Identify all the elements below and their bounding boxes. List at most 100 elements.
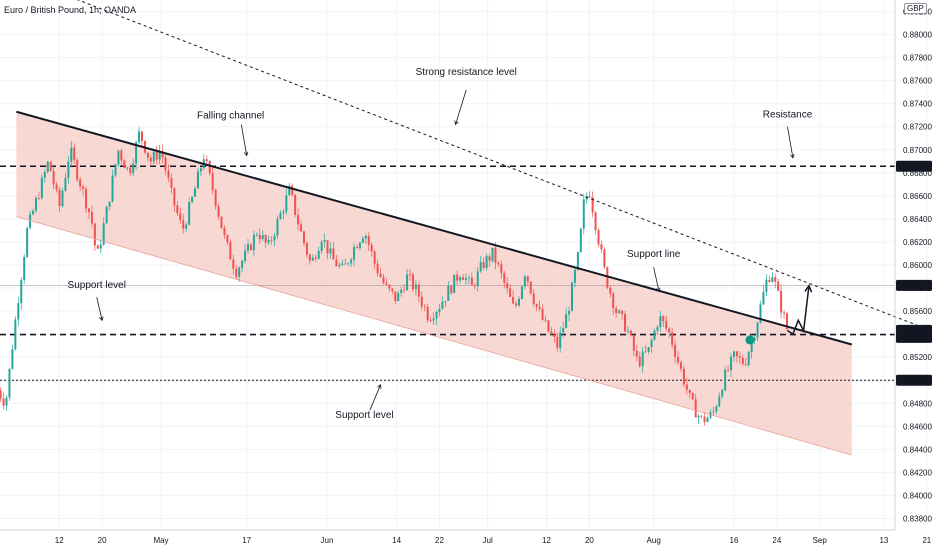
candle-body xyxy=(777,281,780,291)
candle-body xyxy=(123,160,126,169)
candles xyxy=(0,127,789,426)
trend-lines xyxy=(16,0,932,456)
candle-body xyxy=(167,170,170,179)
candle-body xyxy=(20,280,23,304)
annotation-arrowhead xyxy=(377,384,382,389)
candle-body xyxy=(252,234,255,250)
candle-body xyxy=(780,290,783,313)
candle-body xyxy=(367,235,370,245)
annotation-arrow xyxy=(653,267,660,292)
annotation-arrowhead xyxy=(243,151,249,157)
candle-body xyxy=(432,318,435,321)
candle-body xyxy=(105,206,108,224)
candle-body xyxy=(64,177,67,191)
candle-body xyxy=(214,189,217,207)
candle-body xyxy=(194,188,197,197)
candle-body xyxy=(600,244,603,250)
projection-arrowhead xyxy=(804,284,813,293)
candle-body xyxy=(2,398,5,406)
currency-badge[interactable]: GBP xyxy=(904,3,927,14)
candle-body xyxy=(93,223,96,246)
candle-body xyxy=(520,286,523,299)
candle-body xyxy=(576,252,579,270)
candle-body xyxy=(391,288,394,292)
candle-body xyxy=(632,335,635,351)
candle-body xyxy=(191,196,194,203)
candle-body xyxy=(55,184,58,190)
candle-body xyxy=(297,214,300,225)
projection-path xyxy=(787,285,810,336)
y-tick-label: 0.84200 xyxy=(903,468,932,477)
candle-body xyxy=(732,351,735,357)
price-label-text: 0.86857 xyxy=(899,162,928,171)
x-tick-label: 20 xyxy=(98,536,107,545)
candle-body xyxy=(653,330,656,340)
alert-marker xyxy=(745,335,755,345)
candle-body xyxy=(774,277,777,282)
y-tick-label: 0.87400 xyxy=(903,100,932,109)
candle-body xyxy=(164,157,167,171)
annotation-arrow xyxy=(240,124,248,156)
x-tick-label: 16 xyxy=(730,536,739,545)
time-axis[interactable]: 12 20 May 17 Jun 14 22 Jul 12 20 Aug 16 24 Sep 13 21 xyxy=(0,529,932,545)
candle-body xyxy=(52,171,55,185)
candle-body xyxy=(456,274,459,281)
candle-body xyxy=(67,161,70,178)
y-tick-label: 0.84600 xyxy=(903,422,932,431)
candle-body xyxy=(347,263,350,265)
candle-body xyxy=(350,259,353,264)
candle-body xyxy=(276,219,279,236)
candle-body xyxy=(724,369,727,391)
candle-body xyxy=(553,334,556,337)
candle-body xyxy=(479,261,482,272)
candle-body xyxy=(712,411,715,413)
x-tick-label: 17 xyxy=(242,536,251,545)
candle-body xyxy=(547,320,550,332)
candle-body xyxy=(379,273,382,278)
candle-body xyxy=(685,384,688,390)
candle-body xyxy=(565,314,568,329)
candle-body xyxy=(300,224,303,232)
candle-body xyxy=(544,319,547,321)
candle-body xyxy=(99,244,102,249)
candle-body xyxy=(612,293,615,309)
candle-body xyxy=(650,339,653,348)
candle-body xyxy=(512,296,515,304)
candle-body xyxy=(532,293,535,305)
candle-body xyxy=(288,185,291,196)
candle-body xyxy=(635,350,638,357)
candle-body xyxy=(429,320,432,321)
x-tick-label: 21 xyxy=(922,536,931,545)
candle-body xyxy=(120,150,123,161)
candle-body xyxy=(497,262,500,265)
candle-body xyxy=(609,287,612,294)
candle-body xyxy=(453,274,456,293)
annotation-label: Support level xyxy=(68,280,126,291)
annotations: Falling channel Strong resistance level Re… xyxy=(68,67,813,421)
candle-body xyxy=(285,195,288,212)
candle-body xyxy=(517,298,520,306)
candle-body xyxy=(762,291,765,305)
candle-body xyxy=(338,264,341,267)
annotation-arrow xyxy=(96,297,103,321)
candle-body xyxy=(485,256,488,269)
candle-body xyxy=(73,147,76,161)
candle-body xyxy=(335,259,338,267)
price-label-box xyxy=(896,160,932,172)
candle-body xyxy=(591,197,594,213)
candle-body xyxy=(573,269,576,283)
candle-body xyxy=(464,278,467,280)
candle-body xyxy=(176,205,179,214)
candle-body xyxy=(682,368,685,385)
candle-body xyxy=(205,159,208,161)
candle-body xyxy=(108,201,111,207)
candle-body xyxy=(494,247,497,263)
candle-body xyxy=(523,276,526,287)
candle-body xyxy=(618,310,621,314)
y-tick-label: 0.87200 xyxy=(903,123,932,132)
candle-body xyxy=(34,198,37,211)
price-axis[interactable]: 0.882000.880000.878000.876000.874000.872… xyxy=(894,0,932,530)
candle-body xyxy=(562,328,565,333)
candle-body xyxy=(414,284,417,290)
